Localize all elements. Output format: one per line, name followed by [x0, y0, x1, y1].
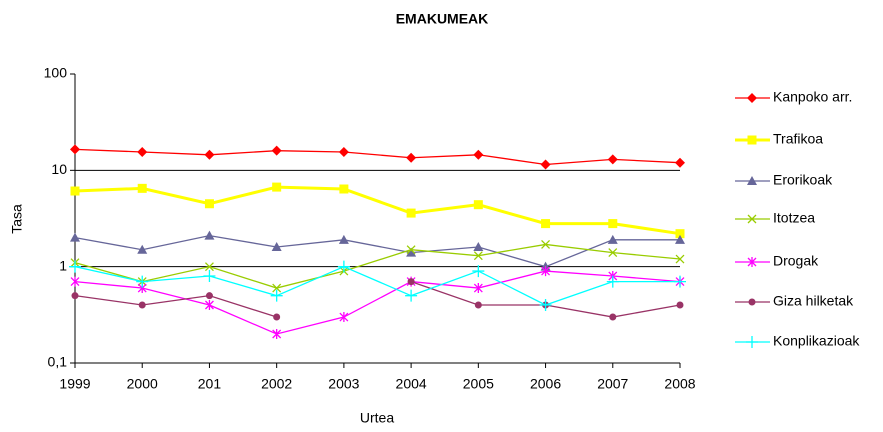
marker — [541, 266, 551, 277]
legend-label: Trafikoa — [773, 131, 823, 147]
marker — [608, 219, 618, 229]
y-tick-label: 10 — [51, 161, 67, 177]
x-tick-label: 201 — [198, 376, 222, 392]
marker — [70, 276, 80, 287]
marker — [406, 208, 416, 218]
marker — [203, 270, 216, 283]
marker — [607, 234, 618, 244]
x-tick-label: 2003 — [328, 376, 359, 392]
marker — [607, 154, 618, 165]
x-tick-label: 2002 — [261, 376, 292, 392]
marker — [272, 329, 282, 340]
series-line — [74, 185, 681, 236]
marker — [273, 313, 281, 321]
marker — [675, 234, 685, 244]
marker — [338, 146, 349, 157]
series-line — [74, 270, 681, 335]
x-tick-label: 2008 — [664, 376, 695, 392]
legend-label: Itotzea — [773, 210, 815, 226]
series-line — [74, 148, 681, 166]
marker — [675, 229, 685, 239]
legend-label: Drogak — [773, 253, 819, 269]
marker — [137, 146, 148, 157]
y-tick-label: 1 — [59, 257, 67, 273]
marker — [473, 200, 483, 210]
legend-label: Kanpoko arr. — [773, 89, 852, 105]
marker — [539, 299, 552, 312]
marker — [405, 289, 418, 302]
legend-label: Erorikoak — [773, 172, 833, 188]
marker — [406, 245, 416, 255]
marker — [70, 186, 80, 196]
legend-label: Giza hilketak — [773, 293, 854, 309]
series-line — [74, 234, 680, 268]
x-tick-label: 2000 — [127, 376, 158, 392]
marker — [337, 260, 350, 273]
x-tick-label: 2005 — [463, 376, 494, 392]
x-tick-label: 2004 — [396, 376, 427, 392]
legend-marker — [747, 93, 757, 103]
x-tick-label: 2007 — [597, 376, 628, 392]
legend-label: Konplikazioak — [773, 333, 860, 349]
marker — [338, 234, 349, 244]
marker — [137, 183, 147, 193]
marker — [541, 240, 551, 249]
marker — [204, 300, 214, 311]
series-line — [74, 243, 681, 289]
marker — [70, 144, 80, 155]
marker — [609, 313, 617, 321]
marker — [407, 278, 415, 286]
marker — [272, 182, 282, 192]
y-axis-label: Tasa — [9, 204, 25, 234]
marker — [472, 265, 485, 278]
marker — [138, 301, 146, 309]
series-line — [74, 265, 680, 306]
x-axis-label: Urtea — [360, 410, 394, 426]
marker — [71, 292, 79, 300]
legend-marker — [747, 176, 757, 185]
marker — [205, 292, 213, 300]
x-tick-label: 2006 — [530, 376, 561, 392]
marker — [406, 152, 417, 163]
marker — [204, 230, 215, 240]
marker — [270, 289, 283, 302]
marker — [137, 244, 148, 254]
marker — [70, 232, 80, 242]
legend-marker — [747, 214, 757, 224]
marker — [608, 248, 618, 258]
y-tick-label: 100 — [44, 65, 68, 81]
legend-marker — [746, 336, 758, 348]
marker — [204, 262, 214, 272]
y-tick-label: 0,1 — [48, 354, 68, 370]
legend-marker — [747, 135, 757, 145]
marker — [676, 301, 684, 309]
marker — [675, 254, 685, 264]
x-tick-label: 1999 — [59, 376, 90, 392]
marker — [675, 157, 685, 168]
marker — [271, 145, 282, 156]
chart-title: EMAKUMEAK — [396, 11, 489, 27]
legend-marker — [748, 298, 756, 306]
marker — [339, 184, 349, 194]
marker — [473, 251, 483, 261]
marker — [540, 159, 551, 170]
marker — [69, 260, 81, 273]
marker — [473, 149, 484, 160]
marker — [271, 242, 282, 252]
marker — [473, 242, 484, 252]
marker — [406, 247, 417, 257]
marker — [606, 275, 619, 288]
marker — [204, 149, 215, 160]
marker — [204, 199, 214, 209]
marker — [473, 283, 483, 294]
marker — [339, 312, 349, 323]
marker — [541, 219, 551, 229]
legend-marker — [747, 257, 757, 267]
marker — [272, 283, 282, 293]
marker — [136, 275, 149, 288]
marker — [474, 301, 482, 309]
marker — [674, 275, 686, 288]
